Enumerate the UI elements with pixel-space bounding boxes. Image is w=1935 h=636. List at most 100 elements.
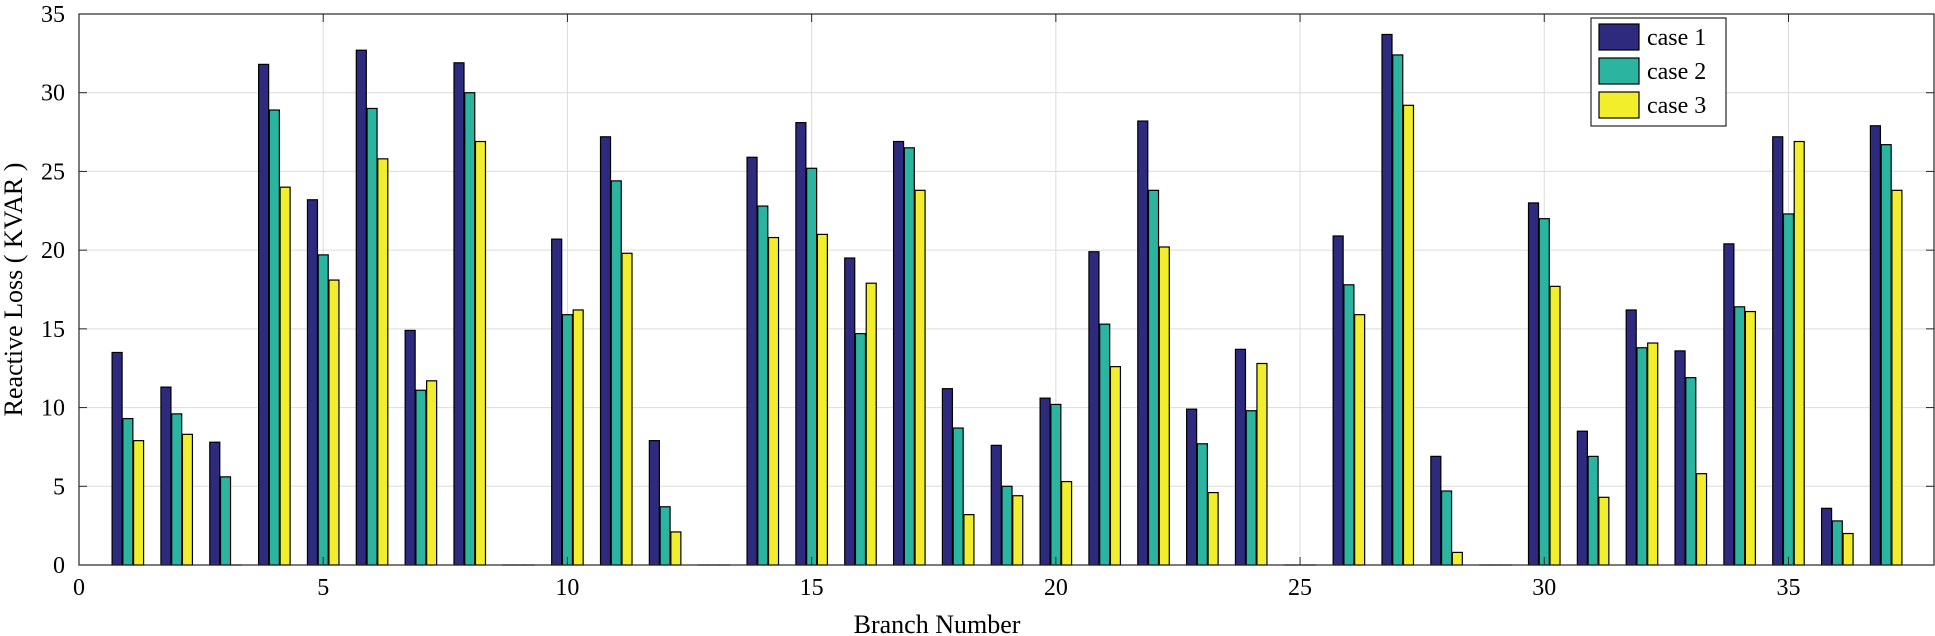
bar [279,186,291,566]
bar [1234,348,1247,566]
bar [1109,366,1122,566]
bar [1772,136,1784,566]
legend-label: case 2 [1647,59,1706,85]
bar [132,440,145,566]
bar [1381,33,1393,566]
bar [1891,189,1903,566]
bar [1088,251,1100,566]
y-tick-label: 15 [41,317,65,343]
bar [1782,213,1795,566]
bar [1744,310,1756,566]
y-tick-label: 5 [53,474,65,500]
bar [464,92,476,566]
y-tick-label: 30 [41,81,65,107]
bar [1549,285,1561,566]
bar [1207,491,1219,566]
bar [1587,455,1599,566]
bar [1869,125,1882,566]
bar [1137,120,1149,566]
x-axis-ticks: 0 5 10 15 20 25 30 35 [73,14,1800,601]
bar [561,314,574,566]
bar [990,444,1002,566]
x-tick-label: 25 [1288,575,1312,601]
bar [1001,485,1013,566]
y-tick-label: 25 [41,159,65,185]
plot-area-frame [78,13,1935,566]
bar [1245,410,1257,566]
bar [952,427,964,566]
bar [1256,362,1268,566]
chart-legend: case 1 case 2 case 3 [1590,17,1727,127]
x-tick-label: 0 [73,575,85,601]
legend-label: case 1 [1647,25,1706,51]
bar [1147,189,1160,566]
bar [328,279,340,566]
bar [453,62,465,566]
x-tick-label: 5 [317,575,329,601]
bar [1636,347,1648,566]
bar [111,351,123,566]
y-tick-label: 35 [41,2,65,28]
bar [551,238,563,566]
bar [816,233,828,566]
bar [572,309,584,566]
bar [1196,443,1208,566]
y-tick-label: 20 [41,238,65,264]
legend-label: case 3 [1647,93,1706,119]
bar [844,257,856,566]
bar [1674,350,1686,566]
bar [1538,218,1550,566]
y-tick-label: 10 [41,396,65,422]
bar [1625,309,1637,566]
bar [1734,306,1746,566]
bar [1880,144,1892,566]
bar [1793,140,1805,566]
bar [659,506,671,566]
bar [599,136,612,566]
legend-swatch [1598,91,1640,119]
bar [1527,202,1540,566]
bar [1723,243,1735,566]
bar [1820,507,1833,566]
bar [258,63,270,566]
legend-swatch [1598,23,1640,51]
bar [268,109,280,566]
bar [1158,246,1170,566]
bar [1647,342,1659,566]
bar [317,254,329,566]
x-axis-label: Branch Number [854,610,1021,636]
bar [746,156,758,566]
bar [1440,490,1453,566]
bar [610,180,622,566]
bar [219,476,232,566]
bar [474,140,487,566]
bar [1451,551,1463,566]
bar [1685,377,1697,566]
bar [1598,496,1610,566]
bar [1842,532,1854,566]
bar [1576,430,1588,566]
bar [621,252,633,566]
bar [415,389,427,566]
bar [806,167,818,566]
legend-swatch [1598,57,1640,85]
y-axis-label: Reactive Loss ( KVAR ) [0,163,28,417]
y-tick-label: 0 [53,553,65,579]
bar [1392,54,1404,566]
x-tick-label: 20 [1044,575,1068,601]
bar [892,140,905,566]
bar [1430,455,1442,566]
bar [648,440,660,566]
x-tick-label: 10 [555,575,579,601]
bar [355,49,367,566]
bar [963,514,975,566]
bar [1695,473,1708,566]
bar [1332,235,1344,566]
bar [306,199,319,566]
bar [426,380,438,566]
bar [1099,323,1111,566]
x-tick-label: 35 [1776,575,1800,601]
bar [209,441,221,566]
bar [854,332,867,566]
